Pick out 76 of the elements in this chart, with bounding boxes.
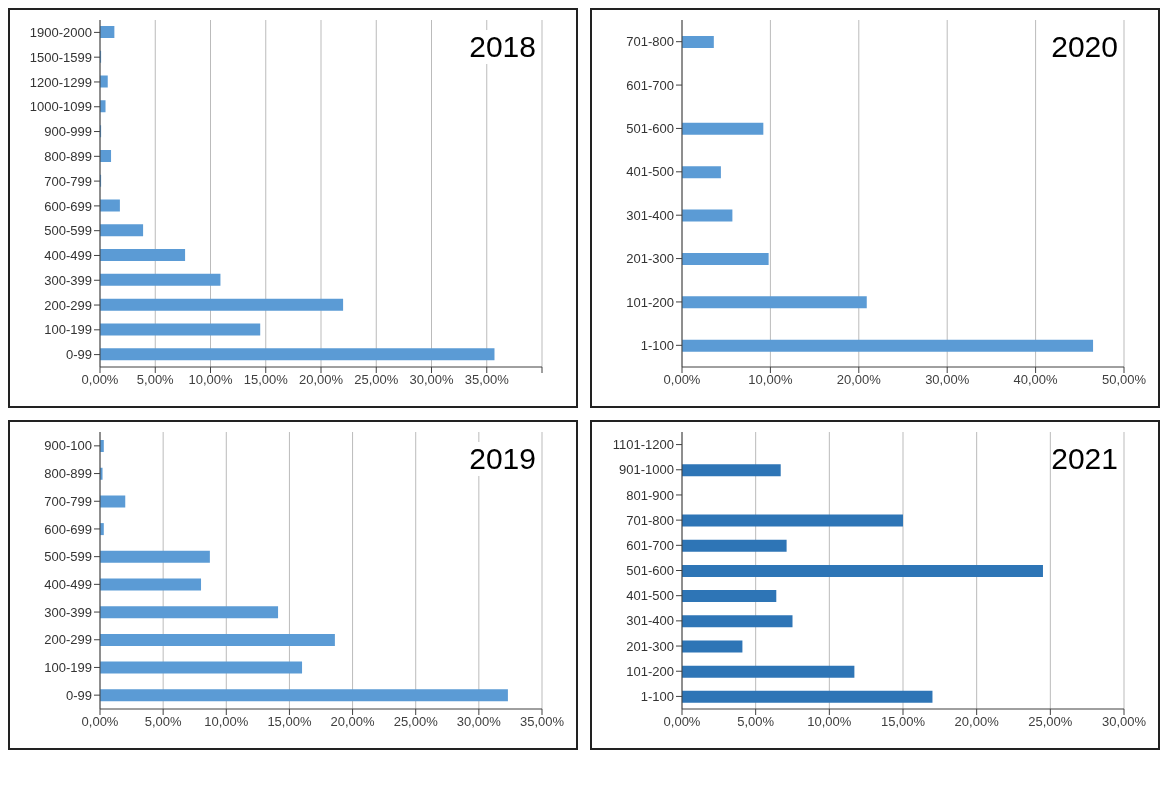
y-tick-label: 901-1000 xyxy=(619,462,674,478)
chart-title: 2019 xyxy=(469,442,536,476)
x-tick-label: 35,00% xyxy=(519,714,565,730)
y-tick-label: 601-700 xyxy=(626,77,674,93)
x-tick-label: 20,00% xyxy=(836,372,882,388)
y-tick-label: 100-199 xyxy=(44,660,92,676)
y-tick-label: 300-399 xyxy=(44,272,92,288)
y-tick-label: 300-399 xyxy=(44,604,92,620)
x-tick-label: 25,00% xyxy=(354,372,399,388)
x-tick-label: 30,00% xyxy=(409,372,454,388)
y-tick-label: 201-300 xyxy=(626,638,674,654)
y-tick-label: 101-200 xyxy=(626,663,674,679)
y-tick-label: 301-400 xyxy=(626,613,674,629)
x-tick-label: 0,00% xyxy=(663,372,701,388)
x-tick-label: 50,00% xyxy=(1101,372,1147,388)
y-tick-label: 900-999 xyxy=(44,124,92,140)
y-tick-label: 501-600 xyxy=(626,121,674,137)
y-tick-label: 700-799 xyxy=(44,493,92,509)
x-tick-label: 25,00% xyxy=(1028,714,1073,730)
y-tick-label: 401-500 xyxy=(626,164,674,180)
x-tick-label: 40,00% xyxy=(1013,372,1059,388)
y-tick-label: 301-400 xyxy=(626,207,674,223)
x-tick-label: 25,00% xyxy=(393,714,439,730)
y-tick-label: 1000-1099 xyxy=(29,99,92,115)
y-tick-label: 500-599 xyxy=(44,549,92,565)
x-tick-label: 0,00% xyxy=(81,372,119,388)
x-tick-label: 15,00% xyxy=(880,714,926,730)
y-tick-label: 200-299 xyxy=(44,297,92,313)
x-tick-label: 0,00% xyxy=(663,714,701,730)
x-tick-label: 10,00% xyxy=(807,714,852,730)
y-tick-label: 0-99 xyxy=(65,687,92,703)
y-tick-label: 1101-1200 xyxy=(612,437,674,453)
x-tick-label: 30,00% xyxy=(925,372,970,388)
x-tick-label: 30,00% xyxy=(456,714,502,730)
y-tick-label: 500-599 xyxy=(44,223,92,239)
x-tick-label: 15,00% xyxy=(267,714,312,730)
chart-title: 2021 xyxy=(1051,442,1118,476)
y-tick-label: 601-700 xyxy=(626,537,674,553)
y-tick-label: 201-300 xyxy=(626,251,674,267)
y-tick-label: 501-600 xyxy=(626,563,674,579)
y-tick-label: 100-199 xyxy=(44,322,92,338)
x-tick-label: 35,00% xyxy=(464,372,510,388)
y-tick-label: 900-100 xyxy=(44,438,92,454)
x-tick-label: 20,00% xyxy=(954,714,1000,730)
x-tick-label: 10,00% xyxy=(188,372,233,388)
y-tick-label: 800-899 xyxy=(44,466,92,482)
chart-title: 2018 xyxy=(469,30,536,64)
y-tick-label: 401-500 xyxy=(626,588,674,604)
x-tick-label: 5,00% xyxy=(136,372,175,388)
y-tick-label: 800-899 xyxy=(44,148,92,164)
y-tick-label: 1-100 xyxy=(640,337,674,353)
y-tick-label: 1900-2000 xyxy=(29,25,92,41)
x-tick-label: 15,00% xyxy=(243,372,289,388)
x-tick-label: 10,00% xyxy=(748,372,793,388)
y-tick-label: 1200-1299 xyxy=(29,74,92,90)
y-tick-label: 700-799 xyxy=(44,173,92,189)
x-tick-label: 20,00% xyxy=(298,372,344,388)
chart-title: 2020 xyxy=(1051,30,1118,64)
x-tick-label: 30,00% xyxy=(1101,714,1147,730)
x-tick-label: 0,00% xyxy=(81,714,119,730)
y-tick-label: 400-499 xyxy=(44,576,92,592)
x-tick-label: 20,00% xyxy=(330,714,376,730)
y-tick-label: 600-699 xyxy=(44,198,92,214)
y-tick-label: 400-499 xyxy=(44,248,92,264)
y-tick-label: 600-699 xyxy=(44,521,92,537)
y-tick-label: 801-900 xyxy=(626,487,674,503)
x-tick-label: 5,00% xyxy=(144,714,183,730)
x-tick-label: 10,00% xyxy=(204,714,249,730)
y-tick-label: 701-800 xyxy=(626,34,674,50)
y-tick-label: 1-100 xyxy=(640,689,674,705)
y-tick-label: 200-299 xyxy=(44,632,92,648)
y-tick-label: 0-99 xyxy=(65,347,92,363)
y-tick-label: 101-200 xyxy=(626,294,674,310)
y-tick-label: 701-800 xyxy=(626,512,674,528)
x-tick-label: 5,00% xyxy=(737,714,775,730)
y-tick-label: 1500-1599 xyxy=(29,49,92,65)
